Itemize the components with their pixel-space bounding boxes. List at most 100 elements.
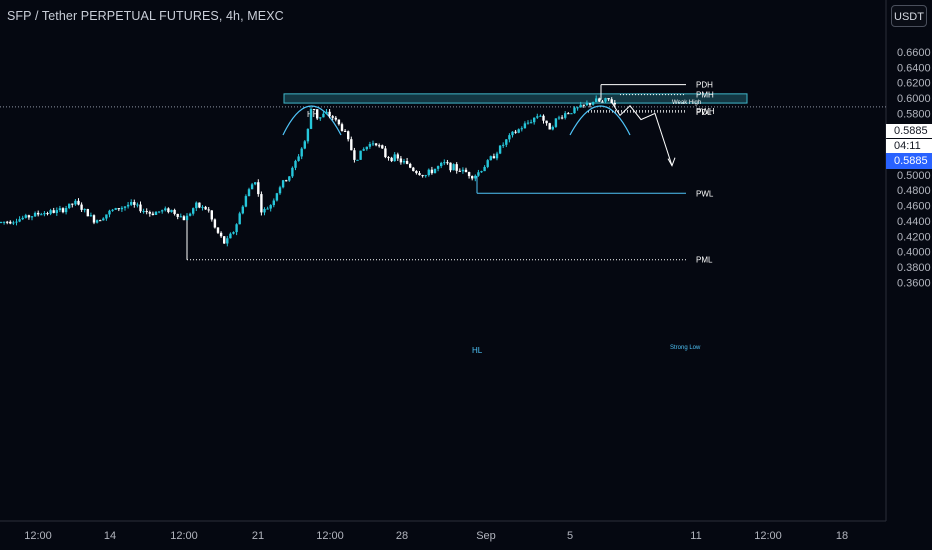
- candle-body: [216, 227, 220, 233]
- candle-body: [415, 171, 418, 174]
- y-tick-label: 0.4800: [897, 185, 931, 197]
- candle-body: [343, 130, 347, 132]
- candle-body: [102, 218, 105, 221]
- candle-body: [356, 159, 359, 161]
- candle-body: [219, 232, 223, 237]
- x-tick-label: 14: [104, 530, 116, 542]
- candle-body: [387, 157, 390, 159]
- candle-body: [123, 206, 127, 208]
- x-tick-label: 12:00: [24, 530, 52, 542]
- candle-body: [269, 205, 272, 209]
- candle-body: [560, 117, 564, 119]
- y-tick-label: 0.6400: [897, 62, 931, 74]
- y-tick-label: 0.5000: [897, 170, 931, 182]
- candle-body: [43, 213, 46, 215]
- candle-body: [384, 148, 387, 158]
- candle-body: [30, 216, 34, 218]
- candle-body: [467, 172, 471, 177]
- candle-body: [291, 167, 294, 177]
- currency-button[interactable]: USDT: [891, 5, 927, 27]
- y-tick-label: 0.3800: [897, 262, 931, 274]
- candle-body: [430, 169, 434, 174]
- x-tick-label: 21: [252, 530, 264, 542]
- candle-body: [421, 175, 424, 177]
- candle-body: [458, 170, 461, 172]
- candle-body: [195, 202, 198, 209]
- level-label: PWH: [696, 107, 715, 116]
- candle-body: [365, 146, 368, 150]
- candle-body: [505, 139, 508, 145]
- candle-body: [316, 109, 319, 119]
- candle-body: [340, 124, 344, 131]
- candle-body: [508, 135, 511, 140]
- candle-body: [529, 122, 533, 124]
- candle-body: [576, 107, 579, 109]
- candle-body: [495, 153, 499, 159]
- candle-body: [145, 211, 148, 213]
- candle-body: [306, 128, 310, 142]
- candle-body: [130, 202, 133, 205]
- x-tick-label: Sep: [476, 530, 496, 542]
- annotation-label: HH: [307, 110, 319, 119]
- x-tick-label: 28: [396, 530, 408, 542]
- candle-body: [37, 212, 40, 215]
- candle-body: [18, 219, 21, 222]
- candle-body: [2, 221, 6, 223]
- candle-body: [161, 210, 164, 212]
- candle-body: [378, 145, 381, 147]
- candle-body: [418, 173, 421, 176]
- y-tick-label: 0.6000: [897, 93, 931, 105]
- candle-body: [557, 117, 561, 119]
- candle-body: [502, 144, 505, 146]
- candle-body: [331, 116, 334, 118]
- level-label: PMH: [696, 91, 714, 100]
- y-tick-label: 0.5800: [897, 108, 931, 120]
- candle-body: [381, 145, 384, 149]
- candle-body: [198, 202, 201, 208]
- candle-body: [489, 156, 492, 161]
- candle-body: [49, 210, 52, 214]
- candle-body: [136, 204, 139, 206]
- candle-body: [281, 180, 285, 188]
- candle-body: [80, 204, 83, 210]
- y-tick-label: 0.3600: [897, 277, 931, 289]
- candle-body: [542, 115, 545, 121]
- supply-zone: [283, 93, 748, 104]
- candle-body: [607, 98, 610, 100]
- annotation-label: HL: [472, 346, 483, 355]
- candle-body: [347, 131, 350, 140]
- candle-body: [68, 203, 71, 209]
- countdown-label: 04:11: [886, 139, 932, 153]
- candle-body: [536, 116, 539, 118]
- candle-body: [154, 212, 158, 215]
- candle-body: [523, 123, 527, 129]
- candle-body: [170, 209, 173, 213]
- candle-body: [285, 180, 288, 182]
- candle-body: [353, 150, 356, 160]
- hh-arc: [282, 105, 342, 136]
- candle-body: [520, 128, 523, 130]
- candle-body: [244, 196, 248, 207]
- candle-body: [185, 215, 189, 221]
- candle-body: [223, 236, 226, 244]
- candle-body: [27, 215, 31, 218]
- candle-body: [74, 200, 77, 205]
- candle-body: [319, 117, 322, 119]
- candle-body: [312, 109, 316, 111]
- candle-body: [511, 131, 514, 136]
- candle-body: [294, 160, 297, 168]
- candle-body: [461, 169, 465, 172]
- level-label: PWL: [696, 189, 714, 198]
- candle-body: [483, 166, 486, 172]
- candle-body: [89, 215, 93, 217]
- candle-body: [390, 157, 393, 162]
- candle-body: [601, 101, 604, 103]
- candle-body: [254, 182, 257, 185]
- candle-body: [0, 221, 3, 223]
- candle-body: [350, 139, 353, 151]
- candle-body: [604, 98, 607, 102]
- candle-body: [105, 214, 108, 219]
- candle-body: [492, 156, 496, 159]
- candle-body: [359, 150, 362, 160]
